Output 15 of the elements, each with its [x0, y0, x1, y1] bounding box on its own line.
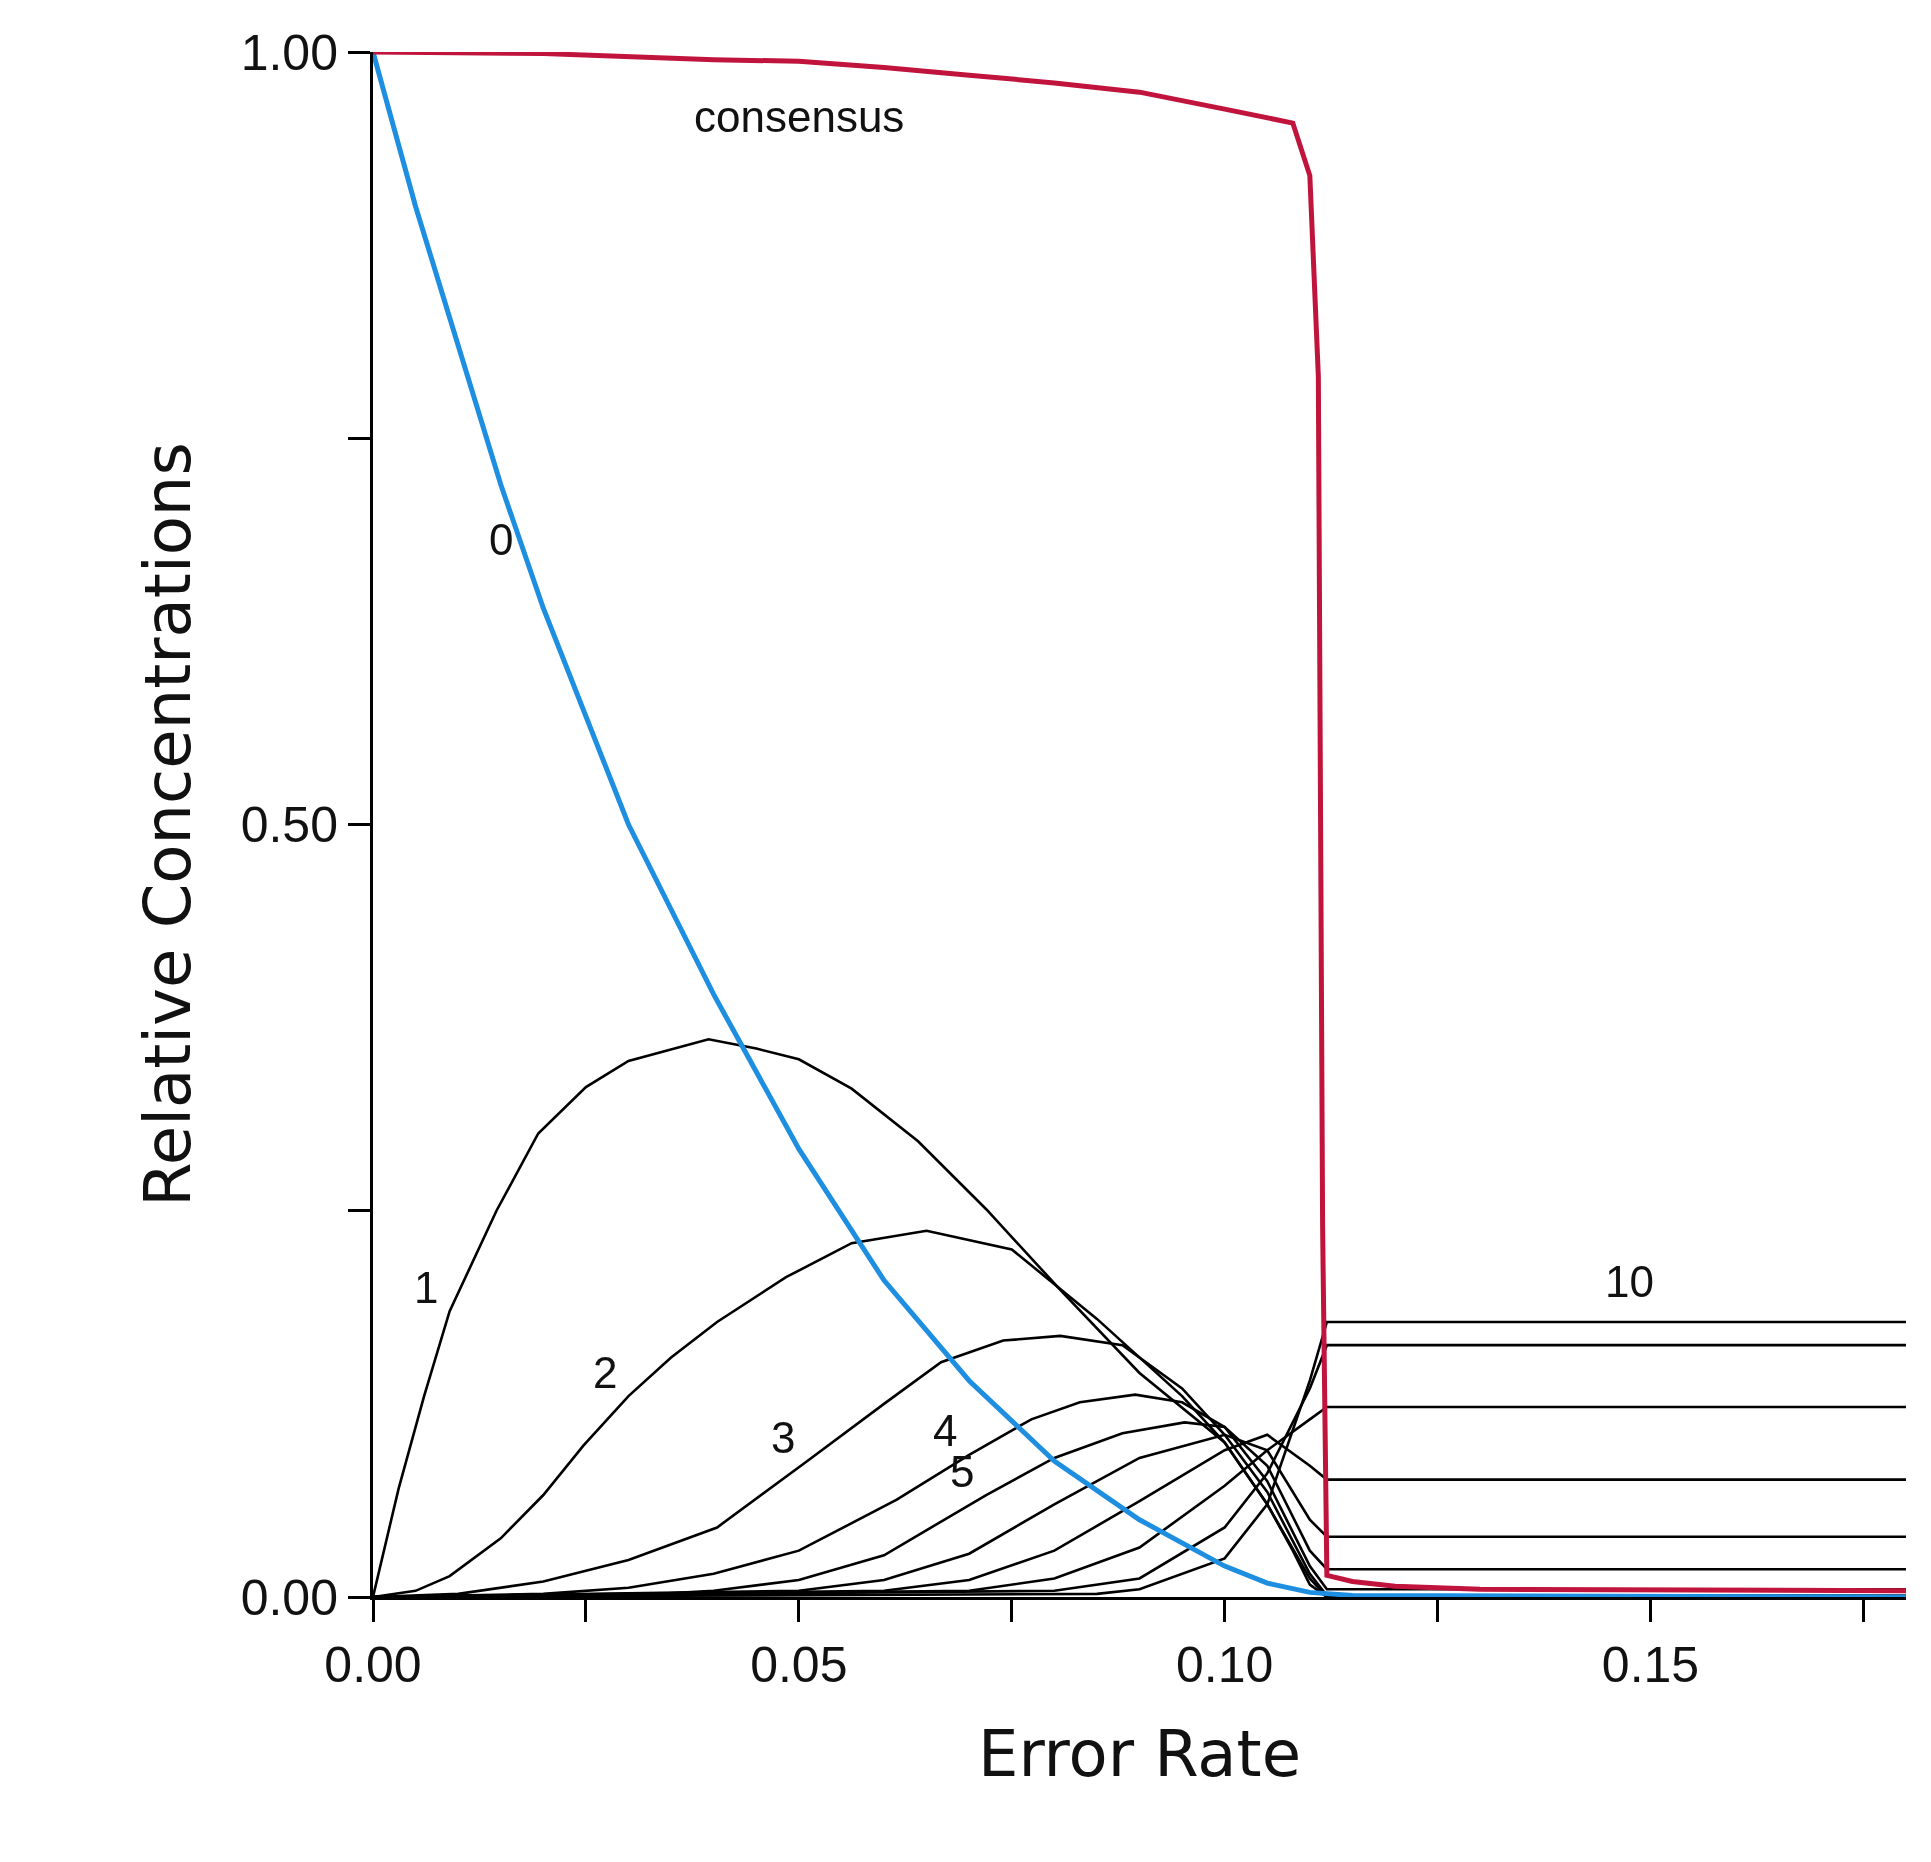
x-axis-title: Error Rate — [977, 1717, 1302, 1792]
series-label: 2 — [593, 1348, 618, 1397]
series-label: 10 — [1605, 1257, 1654, 1306]
y-tick-label: 1.00 — [240, 24, 338, 81]
y-axis-title: Relative Concentrations — [130, 442, 205, 1207]
x-tick-label: 0.15 — [1601, 1637, 1700, 1693]
series-label: 0 — [489, 515, 514, 564]
y-tick-label: 0.50 — [240, 797, 338, 853]
series-label: 1 — [414, 1263, 439, 1312]
x-tick-label: 0.00 — [324, 1637, 422, 1693]
series-label: 3 — [771, 1413, 796, 1462]
x-tick-label: 0.10 — [1176, 1637, 1274, 1693]
y-tick-label: 0.00 — [240, 1569, 338, 1626]
series-label: consensus — [694, 92, 905, 141]
x-tick-label: 0.05 — [750, 1637, 848, 1693]
